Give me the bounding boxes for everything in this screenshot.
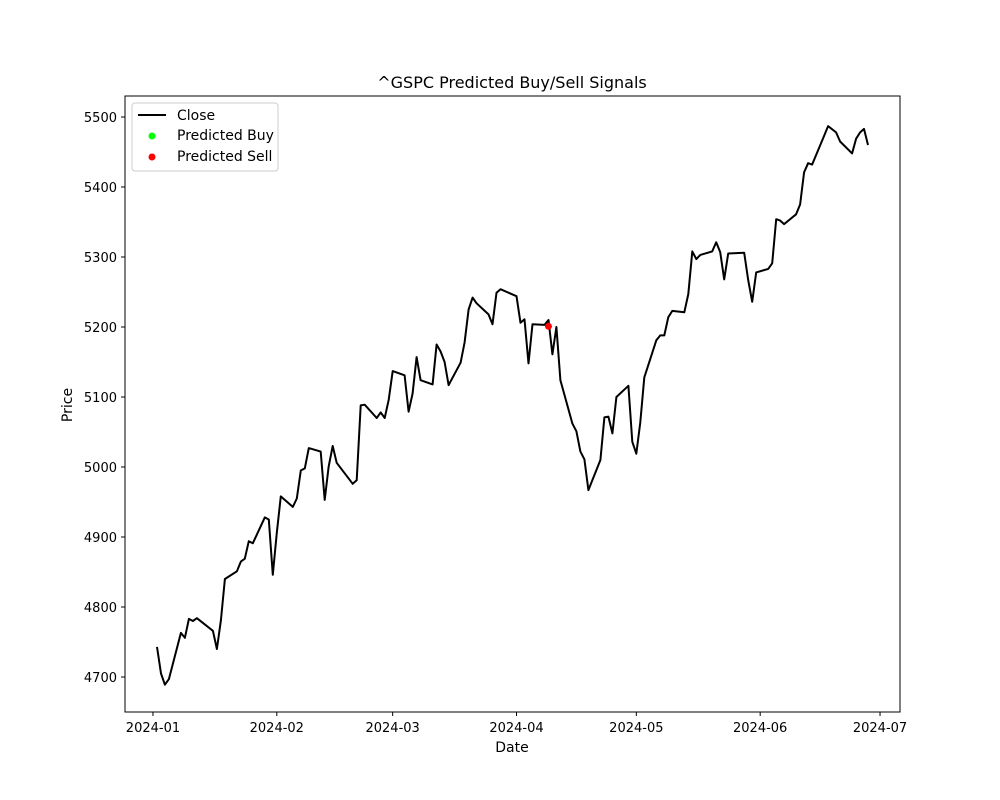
y-tick-label: 5500	[84, 111, 117, 126]
plot-area	[156, 125, 869, 686]
legend-box	[131, 102, 279, 172]
x-tick-label: 2024-04	[489, 721, 543, 736]
x-tick-label: 2024-07	[853, 721, 907, 736]
y-tick-label: 5000	[84, 461, 117, 476]
close-price-line	[156, 125, 869, 686]
y-tick-label: 4800	[84, 601, 117, 616]
x-axis-label: Date	[495, 740, 528, 756]
legend-sell-swatch	[148, 153, 156, 161]
y-axis: 4700 4800 4900 5000 5100 5200 5300 5400 5500	[84, 111, 125, 686]
predicted-sell-point	[544, 322, 552, 330]
y-tick-label: 4900	[84, 531, 117, 546]
chart-title: ^GSPC Predicted Buy/Sell Signals	[377, 73, 647, 92]
x-tick-label: 2024-05	[609, 721, 663, 736]
legend-buy-label: Predicted Buy	[177, 128, 274, 144]
legend-buy-swatch	[148, 132, 156, 140]
x-axis: 2024-01 2024-02 2024-03 2024-04 2024-05 2024-…	[126, 712, 907, 736]
plot-frame	[124, 95, 901, 713]
y-tick-label: 5400	[84, 181, 117, 196]
x-tick-label: 2024-02	[250, 721, 304, 736]
x-tick-label: 2024-03	[365, 721, 419, 736]
y-tick-label: 4700	[84, 671, 117, 686]
legend-close-label: Close	[177, 108, 215, 124]
legend-sell-label: Predicted Sell	[177, 149, 272, 165]
x-tick-label: 2024-06	[733, 721, 787, 736]
y-axis-label: Price	[60, 388, 76, 422]
x-tick-label: 2024-01	[126, 721, 180, 736]
y-tick-label: 5300	[84, 251, 117, 266]
y-tick-label: 5100	[84, 391, 117, 406]
legend: Close Predicted Buy Predicted Sell	[131, 102, 279, 172]
y-tick-label: 5200	[84, 321, 117, 336]
